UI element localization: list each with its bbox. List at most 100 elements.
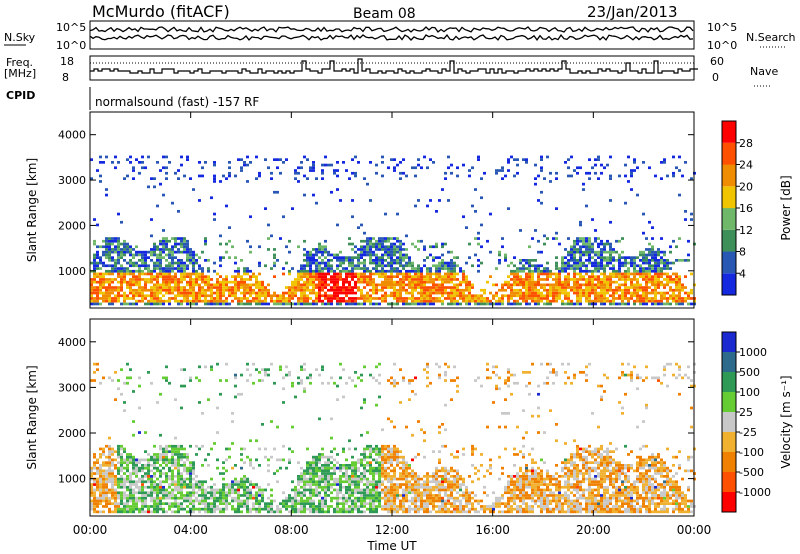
power-cell [660, 269, 663, 273]
velocity-cell [153, 507, 156, 511]
power-cell [627, 286, 630, 289]
power-cell [357, 286, 360, 289]
velocity-cell [300, 477, 303, 481]
power-cell [132, 280, 135, 284]
power-cell [339, 299, 342, 303]
power-cell [246, 302, 249, 306]
velocity-cell [159, 485, 162, 489]
velocity-cell [174, 464, 177, 467]
velocity-cell [186, 499, 189, 503]
velocity-cell [114, 475, 117, 478]
power-cell [192, 250, 195, 254]
power-cell [405, 302, 408, 306]
power-cell [129, 278, 132, 281]
velocity-cell [327, 477, 330, 481]
power-cell [576, 248, 579, 251]
velocity-cell [294, 502, 297, 505]
power-cell [255, 294, 258, 298]
velocity-cell [372, 447, 375, 451]
power-cell [441, 188, 444, 191]
power-cell [669, 286, 672, 289]
power-cell [441, 275, 444, 278]
date-title: 23/Jan/2013 [587, 3, 678, 21]
velocity-cell [114, 502, 117, 505]
power-cell [216, 302, 219, 306]
power-cell [414, 299, 417, 303]
velocity-cell [183, 477, 186, 481]
velocity-cell [336, 494, 339, 497]
velocity-cell [114, 480, 117, 484]
power-cell [435, 256, 438, 259]
velocity-cell [285, 466, 288, 470]
power-cell [360, 239, 363, 243]
power-cell [594, 286, 597, 289]
power-cell [186, 264, 189, 268]
power-cell [456, 291, 459, 295]
velocity-cell [315, 464, 318, 467]
velocity-cell [291, 502, 294, 505]
velocity-cell [114, 450, 117, 453]
power-cell [576, 259, 579, 262]
power-cell [576, 297, 579, 300]
velocity-cell [309, 485, 312, 489]
power-cell [384, 278, 387, 281]
power-cell [591, 291, 594, 295]
velocity-cell [162, 461, 165, 464]
velocity-cell [156, 485, 159, 489]
power-cell [108, 242, 111, 246]
power-cell [576, 286, 579, 289]
velocity-cell [201, 412, 204, 415]
velocity-cell [318, 507, 321, 511]
velocity-cell [117, 379, 120, 382]
power-cell [546, 275, 549, 278]
power-cell [417, 291, 420, 295]
power-cell [513, 174, 516, 178]
power-cell [225, 286, 228, 289]
velocity-cell [120, 475, 123, 478]
power-cell [462, 163, 465, 167]
power-cell [654, 288, 657, 292]
power-cell [147, 155, 150, 159]
power-cell [315, 259, 318, 262]
power-cell [285, 297, 288, 300]
power-cell [327, 267, 330, 270]
velocity-cell [327, 455, 330, 459]
power-cell [444, 286, 447, 289]
power-cell [363, 269, 366, 273]
power-cell [285, 286, 288, 289]
velocity-cell [324, 499, 327, 503]
power-cell [480, 196, 483, 200]
power-cell [657, 253, 660, 257]
power-cell [498, 302, 501, 306]
velocity-cell [180, 477, 183, 481]
power-cell [303, 267, 306, 270]
velocity-cell [240, 480, 243, 484]
power-cell [426, 272, 429, 276]
velocity-cell [234, 464, 237, 467]
power-cell [396, 163, 399, 167]
power-cell [555, 256, 558, 259]
velocity-cell [309, 472, 312, 475]
power-cell [564, 302, 567, 306]
power-cell [366, 182, 369, 186]
power-cell [645, 253, 648, 257]
power-cell [324, 248, 327, 251]
power-cell [444, 297, 447, 300]
velocity-cell [375, 499, 378, 503]
power-cell [147, 294, 150, 298]
power-cell [660, 294, 663, 298]
power-cell [357, 261, 360, 265]
power-cell [612, 269, 615, 273]
power-cell [510, 291, 513, 295]
power-cell [150, 286, 153, 289]
power-cell [249, 245, 252, 249]
power-cell [552, 272, 555, 276]
power-cell [669, 280, 672, 284]
power-cell [591, 288, 594, 292]
power-cell [132, 261, 135, 265]
power-cell [303, 286, 306, 289]
power-cell [606, 256, 609, 259]
velocity-cell [126, 502, 129, 505]
power-cell [168, 256, 171, 259]
velocity-cell [201, 507, 204, 511]
